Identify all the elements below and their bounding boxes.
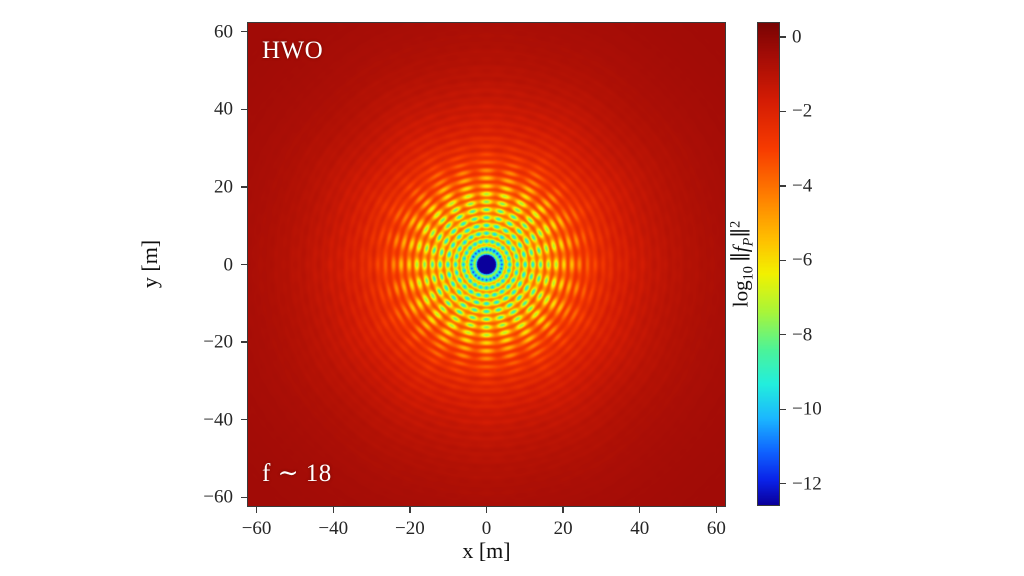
tick-label: −8: [792, 324, 813, 346]
tick-mark: [241, 263, 247, 266]
tick-label: 0: [481, 518, 492, 539]
tick-mark: [241, 31, 247, 33]
tick-label: 20: [553, 518, 573, 539]
tick-label: −10: [792, 398, 822, 420]
tick-mark: [780, 36, 786, 38]
tick-mark: [780, 334, 786, 336]
tick-mark: [241, 108, 247, 110]
tick-mark: [241, 186, 247, 188]
tick-mark: [485, 507, 488, 513]
tick-mark: [780, 482, 786, 485]
tick-mark: [255, 507, 258, 513]
tick-label: −60: [203, 486, 233, 508]
tick-mark: [332, 507, 334, 513]
tick-label: 0: [792, 26, 802, 48]
tick-label: −2: [792, 100, 813, 122]
tick-mark: [241, 341, 247, 343]
tick-label: −40: [203, 409, 233, 431]
tick-mark: [409, 507, 411, 513]
tick-label: −20: [395, 518, 425, 539]
y-axis-title: y [m]: [137, 239, 162, 289]
colorbar-title: log10 ∥fP∥2: [727, 220, 757, 308]
tick-label: 60: [214, 21, 233, 43]
colorbar-gradient: [758, 23, 779, 505]
tick-mark: [562, 507, 564, 513]
tick-label: −6: [792, 249, 813, 271]
tick-label: 40: [214, 98, 233, 120]
tick-label: −4: [792, 175, 813, 197]
tick-mark: [780, 259, 786, 261]
tick-mark: [715, 507, 718, 513]
tick-mark: [241, 496, 247, 498]
tick-mark: [780, 408, 786, 410]
tick-label: −60: [241, 518, 272, 539]
tick-label: 20: [214, 176, 233, 198]
tick-label: 0: [223, 254, 234, 275]
tick-label: −12: [792, 473, 822, 495]
tick-label: −40: [318, 518, 349, 539]
tick-mark: [639, 507, 641, 513]
x-axis-title: x [m]: [462, 538, 511, 563]
tick-mark: [780, 185, 786, 187]
tick-label: 40: [630, 518, 650, 539]
tick-label: −20: [203, 331, 233, 353]
tick-label: 60: [706, 518, 726, 539]
tick-mark: [780, 110, 786, 113]
heatmap-panel: [247, 22, 726, 507]
heatmap-image: [248, 23, 725, 506]
tick-mark: [241, 419, 247, 421]
colorbar: [757, 22, 780, 506]
